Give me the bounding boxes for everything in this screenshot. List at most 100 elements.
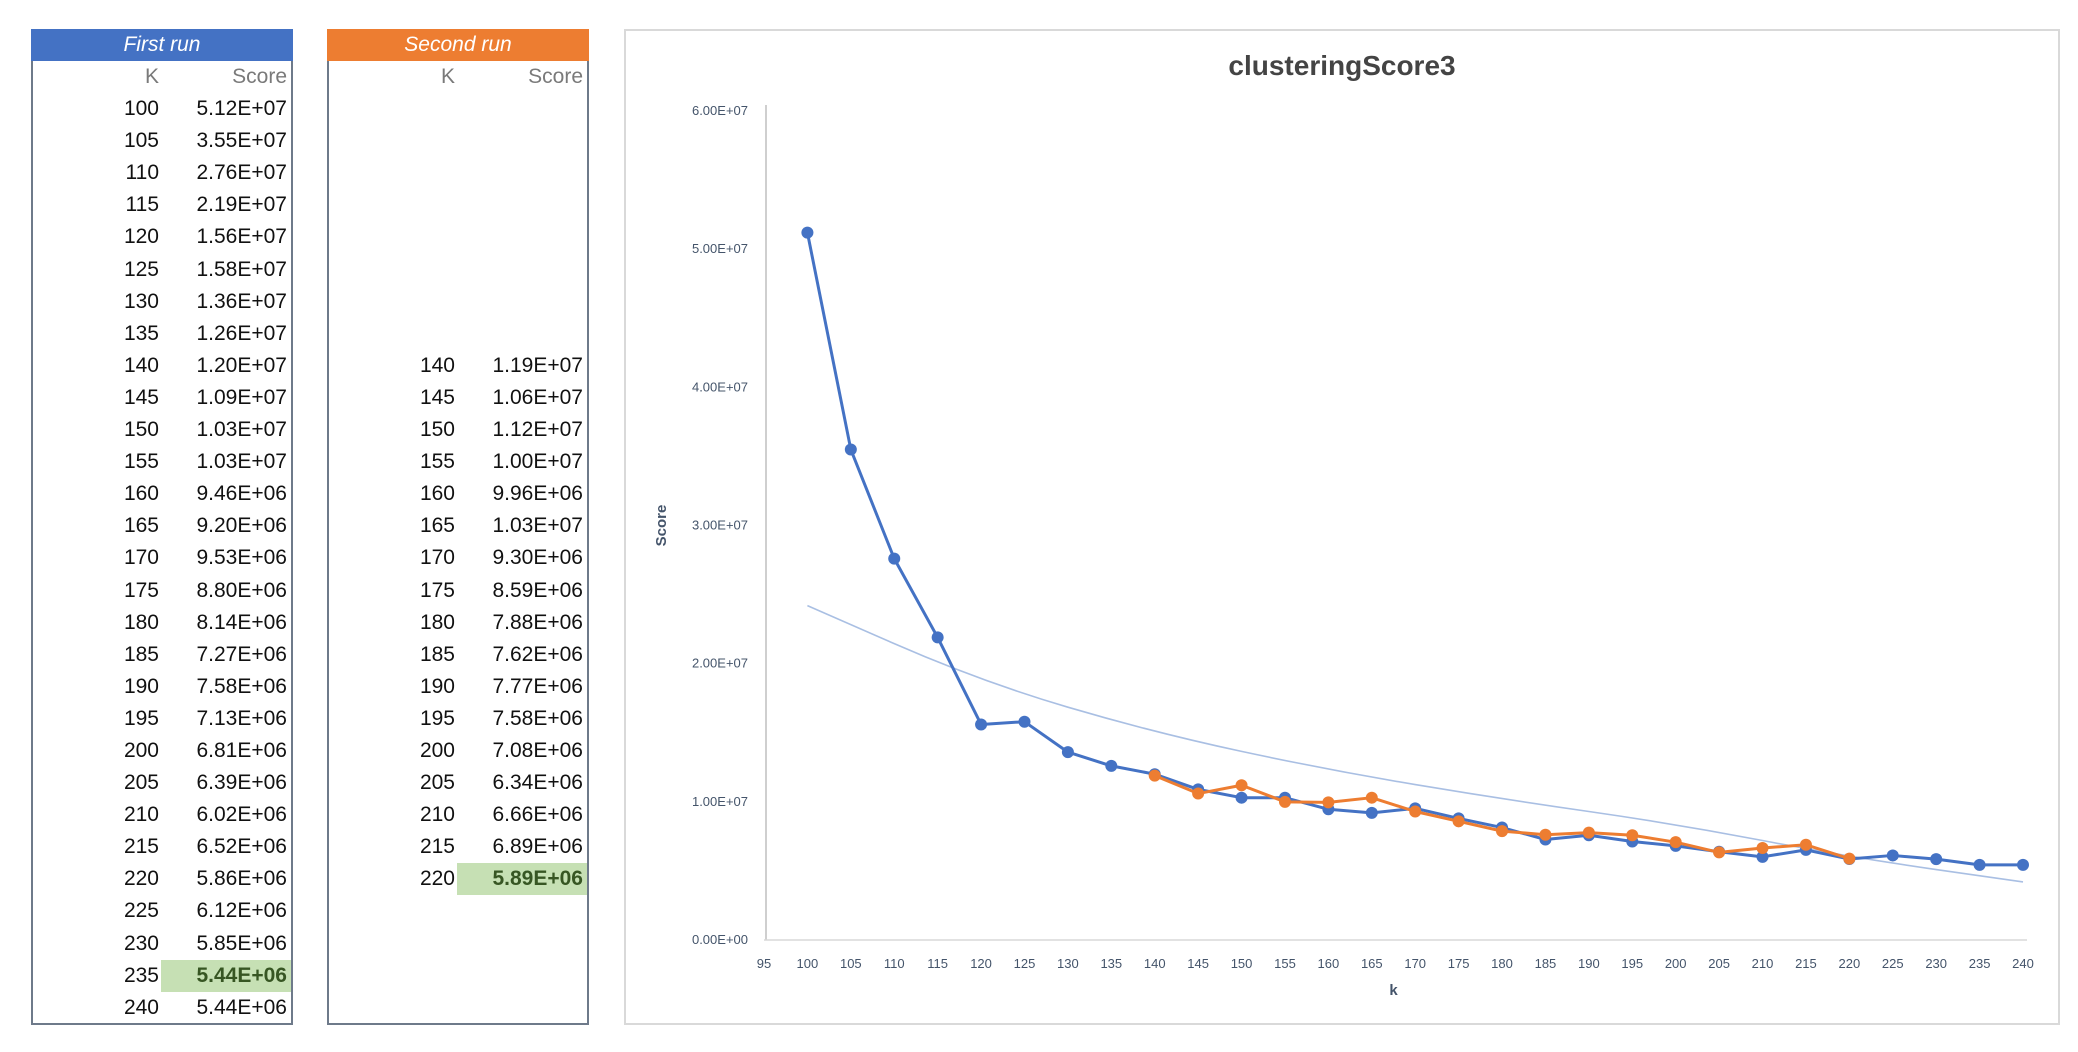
data-point — [1713, 846, 1726, 859]
trendline — [807, 604, 2024, 883]
x-tick-label: 175 — [1448, 956, 1470, 971]
score-cell: 6.89E+06 — [492, 835, 583, 859]
chart-title: clusteringScore3 — [1228, 50, 1455, 81]
k-column-header: K — [144, 65, 159, 88]
score-cell — [457, 125, 587, 157]
y-tick-label: 5.00E+07 — [692, 241, 748, 256]
k-cell: 155 — [123, 450, 159, 474]
score-cell: 1.56E+07 — [196, 225, 287, 249]
data-point — [1886, 849, 1899, 862]
table-row: 190 7.58E+06 — [33, 671, 291, 703]
x-axis-title: k — [1389, 982, 1398, 999]
k-cell: 145 — [123, 385, 159, 409]
table-row — [329, 157, 587, 189]
x-tick-label: 95 — [757, 956, 771, 971]
table-row: 210 6.66E+06 — [329, 799, 587, 831]
score-cell: 8.59E+06 — [492, 578, 583, 602]
chart-area: clusteringScore3 k Score 95 100 105 110 115 1… — [624, 29, 2060, 1025]
table-row: 115 2.19E+07 — [33, 189, 291, 221]
table-row: 205 6.34E+06 — [329, 767, 587, 799]
table-row: 215 6.52E+06 — [33, 831, 291, 863]
score-cell: 1.03E+07 — [196, 418, 287, 442]
data-point — [888, 552, 901, 565]
table-row — [329, 286, 587, 318]
score-cell — [457, 254, 587, 286]
x-tick-label: 195 — [1621, 956, 1643, 971]
k-cell: 140 — [123, 353, 159, 377]
table-row: 185 7.62E+06 — [329, 639, 587, 671]
k-cell: 160 — [419, 482, 455, 506]
k-cell: 120 — [123, 225, 159, 249]
data-point — [801, 226, 814, 239]
score-cell: 1.03E+07 — [196, 450, 287, 474]
score-cell: 3.55E+07 — [196, 129, 287, 153]
y-axis-title: Score — [653, 505, 670, 547]
table-row — [329, 254, 587, 286]
k-cell: 180 — [419, 610, 455, 634]
score-cell — [457, 93, 587, 125]
trendline-path — [807, 604, 2024, 883]
second-run-rows: K Score 140 1.19E+07 145 1.06E+07 150 1.12E+0… — [329, 61, 587, 1024]
series-line-1 — [805, 232, 2023, 867]
data-point — [931, 631, 944, 644]
score-cell: 1.03E+07 — [492, 514, 583, 538]
data-point — [975, 718, 988, 731]
table-row — [329, 960, 587, 992]
data-point — [1799, 838, 1812, 851]
score-cell: 6.34E+06 — [492, 771, 583, 795]
table-row: 235 5.44E+06 — [33, 959, 291, 992]
table-row: 205 6.39E+06 — [33, 767, 291, 799]
k-cell: 215 — [419, 835, 455, 859]
x-tick-label: 110 — [884, 956, 905, 971]
data-point — [1669, 836, 1682, 849]
score-cell: 6.39E+06 — [196, 771, 287, 795]
k-cell: 100 — [123, 97, 159, 121]
table-row: 200 7.08E+06 — [329, 735, 587, 767]
clustering-score-chart: clusteringScore3 k Score 95 100 105 110 115 1… — [653, 50, 2034, 999]
x-tick-label: 205 — [1708, 956, 1730, 971]
x-tick-label: 150 — [1231, 956, 1253, 971]
score-cell: 7.13E+06 — [196, 706, 287, 730]
x-tick-label: 100 — [797, 956, 819, 971]
x-tick-label: 240 — [2012, 956, 2034, 971]
series-group — [801, 226, 2029, 871]
table-row: 165 1.03E+07 — [329, 510, 587, 542]
k-cell: 200 — [419, 738, 455, 762]
k-cell: 110 — [125, 161, 159, 185]
first-run-table: First run K Score 100 5.12E+07 105 3.55E+07… — [31, 29, 293, 1025]
second-run-table: Second run K Score 140 1.19E+07 145 1.06E+0… — [327, 29, 589, 1025]
x-tick-label: 225 — [1882, 956, 1904, 971]
table-header-row: K Score — [329, 61, 587, 93]
score-cell — [457, 318, 587, 350]
score-cell: 1.36E+07 — [196, 289, 287, 313]
k-cell: 205 — [123, 771, 159, 795]
table-row: 170 9.53E+06 — [33, 542, 291, 574]
score-cell: 7.27E+06 — [196, 642, 287, 666]
axes — [764, 105, 2027, 941]
table-row: 160 9.96E+06 — [329, 478, 587, 510]
table-row: 195 7.58E+06 — [329, 703, 587, 735]
score-cell: 9.30E+06 — [492, 546, 583, 570]
x-tick-label: 130 — [1057, 956, 1079, 971]
table-row: 175 8.80E+06 — [33, 575, 291, 607]
score-cell — [457, 992, 587, 1024]
score-cell: 1.20E+07 — [196, 353, 287, 377]
x-tick-label: 180 — [1491, 956, 1513, 971]
score-cell: 1.19E+07 — [492, 353, 583, 377]
k-cell: 225 — [123, 899, 159, 923]
data-point — [1930, 853, 1943, 866]
k-cell: 125 — [123, 257, 159, 281]
score-cell: 2.76E+07 — [196, 161, 287, 185]
k-cell: 210 — [419, 803, 455, 827]
k-cell: 170 — [123, 546, 159, 570]
x-tick-label: 215 — [1795, 956, 1817, 971]
table-row: 170 9.30E+06 — [329, 542, 587, 574]
k-cell: 115 — [125, 193, 159, 217]
k-cell: 190 — [123, 674, 159, 698]
first-run-title: First run — [31, 29, 293, 61]
k-cell: 205 — [419, 771, 455, 795]
score-cell: 7.77E+06 — [492, 674, 583, 698]
x-tick-label: 185 — [1535, 956, 1557, 971]
k-cell: 220 — [123, 867, 159, 891]
y-tick-label: 1.00E+07 — [692, 794, 748, 809]
